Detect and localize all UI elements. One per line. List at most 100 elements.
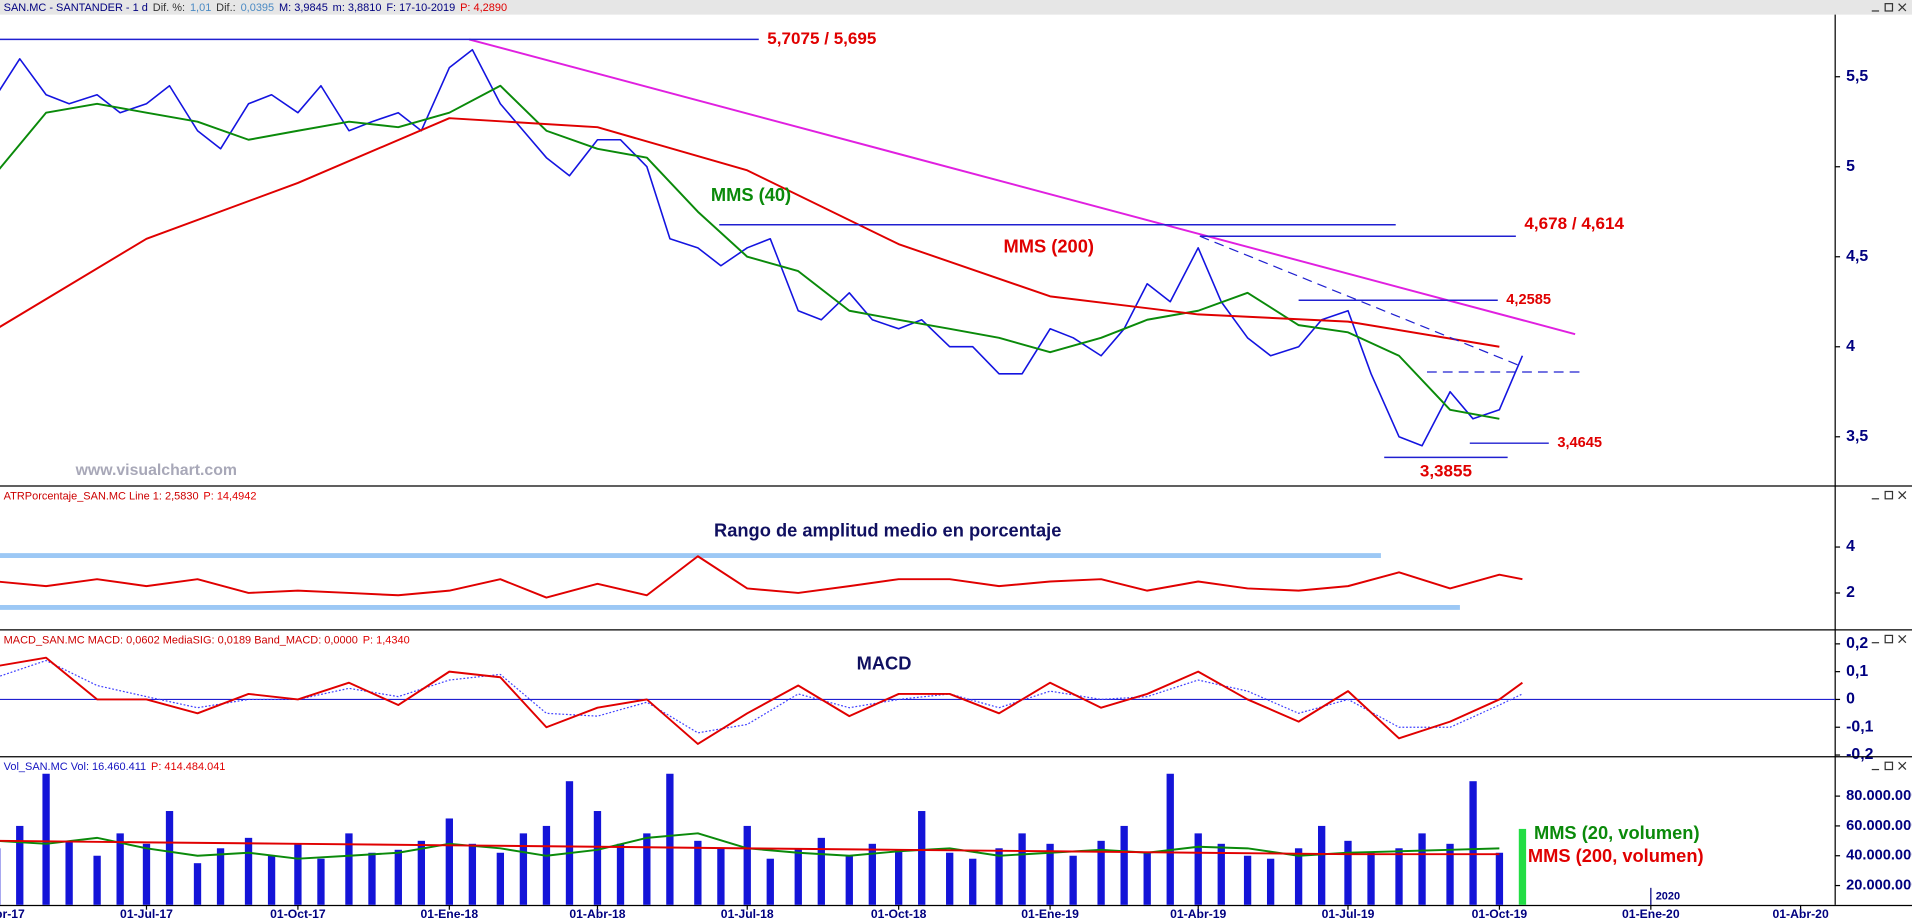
- plot-area: [0, 38, 1581, 459]
- x-tick-label: 01-Jul-19: [1322, 907, 1375, 921]
- y-tick-label: 0,2: [1846, 635, 1868, 652]
- volume-bar: [368, 852, 376, 905]
- x-tick-label: 01-Ene-19: [1021, 907, 1079, 921]
- panel-header-item: P: 414.484.041: [151, 761, 225, 773]
- x-tick-label: 01-Oct-19: [1472, 907, 1528, 921]
- x-tick-label: 01-Ene-18: [421, 907, 479, 921]
- volume-bar: [565, 781, 574, 905]
- y-tick-label: 60.000.000: [1846, 818, 1912, 834]
- window-close[interactable]: [1898, 634, 1907, 644]
- volume-bar: [165, 811, 174, 905]
- volume-bar: [1194, 833, 1202, 905]
- x-tick-label: 01-Jul-18: [721, 907, 774, 921]
- header-item: m: 3,8810: [333, 2, 382, 14]
- x-tick-label: 01-Abr-18: [569, 907, 625, 921]
- volume-bar: [1518, 828, 1527, 905]
- volume-bar: [417, 840, 426, 905]
- series-line: [0, 555, 1523, 599]
- x-tick-label: 01-Abr-19: [1170, 907, 1226, 921]
- volume-bar: [93, 855, 101, 905]
- volume-bar: [845, 855, 853, 905]
- trendline: [468, 38, 1576, 336]
- panel-header: MACD_SAN.MC MACD: 0,0602 MediaSIG: 0,018…: [4, 634, 410, 646]
- volume-bar: [1418, 833, 1426, 905]
- window-maximize[interactable]: [1884, 490, 1894, 500]
- x-tick-label: 01-Jul-17: [120, 907, 173, 921]
- panel-header-item: MACD_SAN.MC MACD: 0,0602 MediaSIG: 0,018…: [4, 634, 358, 646]
- volume-bar: [766, 858, 774, 905]
- level-label: 3,3855: [1420, 462, 1473, 481]
- level-label: 4,678 / 4,614: [1524, 214, 1624, 233]
- y-tick-label: 0,1: [1846, 663, 1868, 680]
- volume-bar: [995, 848, 1003, 905]
- y-tick-label: 5,5: [1846, 68, 1868, 85]
- x-tick-label: 01-Abr-17: [0, 907, 25, 921]
- plot-area: [0, 553, 1523, 610]
- year-label: 2020: [1656, 890, 1680, 902]
- level-label: 5,7075 / 5,695: [767, 29, 877, 48]
- volume-bar: [616, 843, 625, 905]
- y-tick-label: -0,2: [1846, 746, 1873, 763]
- volume-bar: [1294, 848, 1303, 905]
- plot-area: [0, 656, 1836, 745]
- volume-bar: [868, 843, 876, 905]
- level-label: 3,4645: [1557, 435, 1602, 451]
- volume-bar: [294, 843, 302, 905]
- window-close[interactable]: [1898, 3, 1907, 12]
- x-tick-label: 01-Oct-17: [270, 907, 326, 921]
- x-axis: 01-Abr-17 01-Jul-17 01-Oct-17 01-Ene-18 01-A…: [0, 904, 1829, 921]
- y-tick-label: -0,1: [1846, 718, 1873, 735]
- window-maximize[interactable]: [1884, 634, 1894, 644]
- header-text: SAN.MC - SANTANDER - 1 d Dif. %: 1,01 Dif.:…: [4, 2, 507, 14]
- header-bar: [0, 0, 1912, 15]
- panel-header: Vol_SAN.MC Vol: 16.460.411 P: 414.484.041: [4, 761, 226, 773]
- volume-bar: [794, 848, 802, 905]
- volume-bar: [468, 843, 477, 905]
- volume-bar: [1317, 825, 1326, 905]
- y-tick-label: 4: [1846, 338, 1855, 355]
- series-line: [0, 659, 1523, 734]
- window-maximize[interactable]: [1884, 3, 1894, 12]
- volume-bar: [193, 863, 202, 905]
- series-line: [0, 117, 1500, 348]
- volume-bar: [1217, 843, 1225, 905]
- x-tick-label: 01-Oct-18: [871, 907, 927, 921]
- panel-title: MACD: [857, 652, 912, 673]
- volume-bar: [394, 849, 402, 905]
- panel-header-item: P: 14,4942: [203, 490, 256, 502]
- series-line: [0, 656, 1523, 745]
- volume-bar: [1495, 852, 1504, 905]
- panel-title: Rango de amplitud medio en porcentaje: [714, 520, 1061, 541]
- volume-bar: [116, 833, 124, 905]
- window-maximize[interactable]: [1884, 761, 1894, 771]
- volume-bar: [1018, 833, 1026, 905]
- volume-bar: [918, 811, 926, 905]
- window-close[interactable]: [1898, 491, 1907, 500]
- y-tick-label: 2: [1846, 584, 1855, 601]
- trendline: [1199, 235, 1518, 366]
- volume-bar: [1395, 848, 1403, 905]
- volume-bar: [895, 849, 903, 905]
- x-tick-label: 01-Abr-20: [1773, 907, 1829, 921]
- y-tick-label: 40.000.000: [1846, 848, 1912, 864]
- panel-header-item: Vol_SAN.MC Vol: 16.460.411: [4, 761, 146, 773]
- volume-bar: [1166, 773, 1174, 905]
- volume-bar: [42, 773, 50, 905]
- header-item: M: 3,9845: [279, 2, 328, 14]
- volume-bar: [593, 811, 602, 905]
- header-item: 1,01: [190, 2, 211, 14]
- volume-bar: [817, 837, 825, 905]
- volume-bar: [1344, 840, 1352, 905]
- series-line: [0, 839, 1500, 856]
- plot-area: [0, 773, 1527, 905]
- y-tick-label: 3,5: [1846, 428, 1868, 445]
- volume-bar: [666, 773, 674, 905]
- volume-bar: [946, 852, 954, 905]
- series-line: [0, 84, 1500, 420]
- header-item: Dif. %:: [153, 2, 185, 14]
- volume-bar: [1469, 781, 1477, 905]
- window-close[interactable]: [1898, 761, 1907, 770]
- header-item: F: 17-10-2019: [386, 2, 455, 14]
- volume-bar: [1266, 858, 1275, 905]
- volume-bar: [142, 843, 151, 905]
